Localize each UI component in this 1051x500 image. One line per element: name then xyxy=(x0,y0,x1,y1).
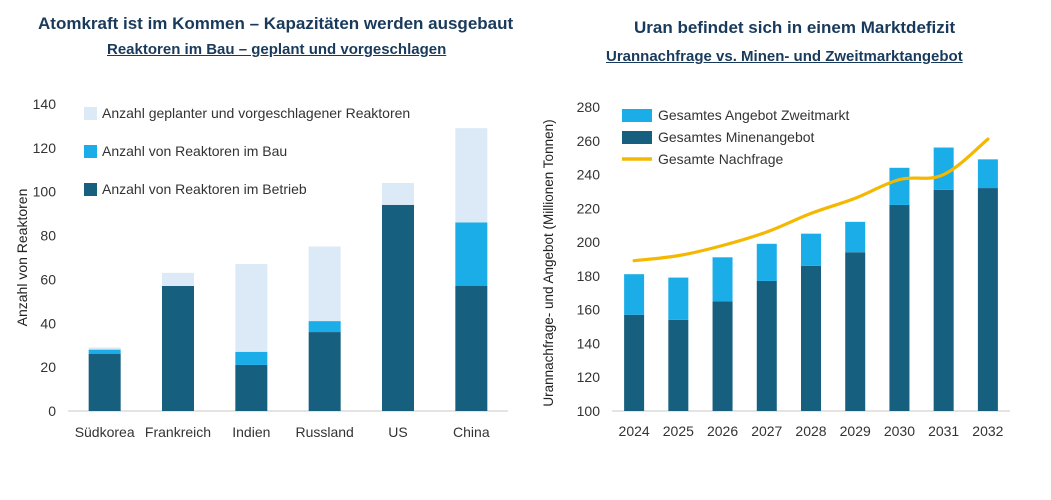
demand-line xyxy=(632,137,990,263)
bar-segment xyxy=(756,243,777,281)
bar-segment xyxy=(88,353,121,411)
x-tick-label: 2025 xyxy=(663,423,694,439)
x-tick-label: 2024 xyxy=(619,423,650,439)
bar-segment xyxy=(712,257,733,302)
y-tick-label: 80 xyxy=(40,228,56,244)
right-chart-title: Uran befindet sich in einem Marktdefizit xyxy=(634,18,956,37)
x-tick-label: 2029 xyxy=(840,423,871,439)
legend-label: Anzahl von Reaktoren im Betrieb xyxy=(102,181,307,197)
left-chart-subtitle: Reaktoren im Bau – geplant und vorgeschl… xyxy=(107,41,447,58)
y-tick-label: 100 xyxy=(577,403,601,419)
bar-segment xyxy=(455,128,488,223)
bar-segment xyxy=(88,349,121,354)
bar-segment xyxy=(624,274,645,315)
bar-segment xyxy=(235,264,268,352)
y-tick-label: 220 xyxy=(577,200,601,216)
legend-swatch xyxy=(84,107,97,120)
legend-label: Gesamtes Angebot Zweitmarkt xyxy=(658,107,850,123)
bar-segment xyxy=(977,188,998,411)
x-tick-label: US xyxy=(388,424,407,440)
y-tick-label: 180 xyxy=(577,268,601,284)
x-tick-label: 2026 xyxy=(707,423,738,439)
bar-segment xyxy=(162,272,194,287)
bar-segment xyxy=(308,321,341,333)
bar-segment xyxy=(382,182,414,205)
right-chart-subtitle: Urannachfrage vs. Minen- und Zweitmarkta… xyxy=(606,48,963,65)
bar-segment xyxy=(889,167,910,205)
bar-segment xyxy=(756,280,777,411)
bar-segment xyxy=(308,246,341,322)
left-chart: 0 20 40 60 80 100 120 140 Südkorea Frankreich Indi… xyxy=(14,96,508,440)
y-tick-label: 120 xyxy=(577,369,601,385)
bar-segment xyxy=(801,265,821,411)
y-tick-label: 60 xyxy=(40,271,56,287)
bar-segment xyxy=(845,221,866,253)
left-chart-panel: Atomkraft ist im Kommen – Kapazitäten we… xyxy=(14,14,514,440)
bar-segment xyxy=(235,364,268,411)
x-tick-label: 2032 xyxy=(972,423,1003,439)
bar-segment xyxy=(382,204,414,411)
y-tick-label: 120 xyxy=(33,140,57,156)
y-tick-label: 20 xyxy=(40,359,56,375)
bar-segment xyxy=(801,233,821,266)
y-tick-label: 200 xyxy=(577,234,601,250)
legend-label: Gesamte Nachfrage xyxy=(658,151,783,167)
x-tick-label: 2030 xyxy=(884,423,915,439)
legend-swatch xyxy=(622,109,652,122)
left-chart-title: Atomkraft ist im Kommen – Kapazitäten we… xyxy=(38,14,514,33)
y-tick-label: 260 xyxy=(577,133,601,149)
bar-segment xyxy=(455,286,488,411)
y-axis-label: Anzahl von Reaktoren xyxy=(14,189,30,327)
x-tick-label: Indien xyxy=(232,424,270,440)
legend-label: Gesamtes Minenangebot xyxy=(658,129,815,145)
bar-segment xyxy=(308,332,341,411)
x-tick-label: 2028 xyxy=(795,423,826,439)
x-tick-label: 2027 xyxy=(751,423,782,439)
bar-segment xyxy=(977,159,998,189)
y-axis-label: Urannachfrage- und Angebot (Millionen To… xyxy=(541,119,556,406)
x-tick-label: Südkorea xyxy=(75,424,135,440)
bar-segment xyxy=(845,252,866,411)
bar-segment xyxy=(889,204,910,411)
bar-segment xyxy=(933,189,954,411)
y-tick-label: 40 xyxy=(40,315,56,331)
x-tick-label: Russland xyxy=(295,424,353,440)
y-tick-label: 280 xyxy=(577,99,601,115)
y-tick-label: 140 xyxy=(577,335,601,351)
legend-swatch xyxy=(84,183,97,196)
bar-segment xyxy=(668,319,689,411)
legend-label: Anzahl geplanter und vorgeschlagener Rea… xyxy=(102,105,410,121)
bar-segment xyxy=(933,147,954,190)
y-tick-label: 160 xyxy=(577,302,601,318)
x-tick-label: China xyxy=(453,424,490,440)
bar-segment xyxy=(235,351,268,365)
legend-swatch xyxy=(622,131,652,144)
right-chart: 100 120 140 160 180 200 220 240 260 280 2024 2025 20… xyxy=(541,99,1010,439)
bar-segment xyxy=(455,222,488,287)
y-tick-label: 100 xyxy=(33,184,57,200)
bar-segment xyxy=(668,277,689,320)
y-tick-label: 240 xyxy=(577,167,601,183)
bar-segment xyxy=(162,286,194,411)
bar-segment xyxy=(712,301,733,411)
legend-swatch xyxy=(84,145,97,158)
y-tick-label: 0 xyxy=(48,403,56,419)
bar-segment xyxy=(88,347,121,350)
legend-label: Anzahl von Reaktoren im Bau xyxy=(102,143,287,159)
x-tick-label: 2031 xyxy=(928,423,959,439)
bar-segment xyxy=(624,314,645,411)
x-tick-label: Frankreich xyxy=(145,424,211,440)
right-chart-panel: Uran befindet sich in einem Marktdefizit… xyxy=(540,0,1051,500)
y-tick-label: 140 xyxy=(33,96,57,112)
